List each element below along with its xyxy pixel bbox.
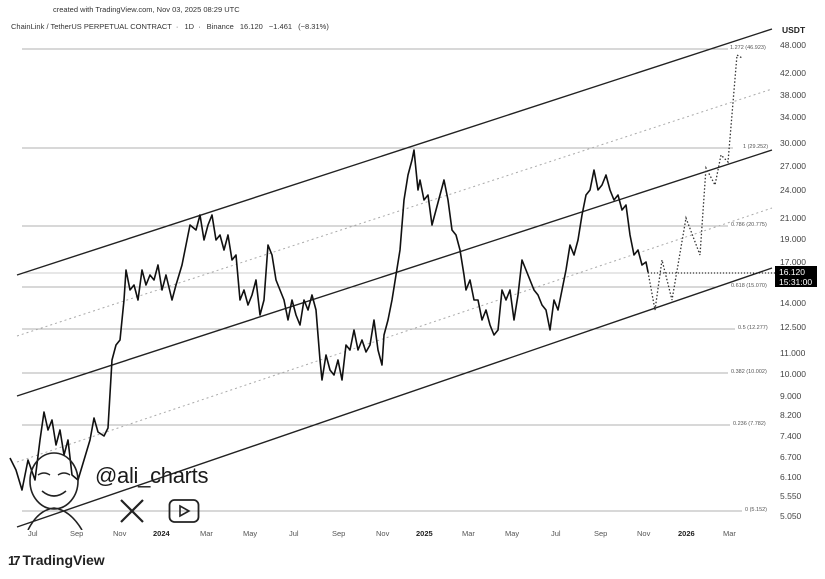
fib-label-05: 0.5 (12.277): [738, 325, 768, 331]
y-tick: 48.000: [780, 40, 806, 50]
y-tick: 34.000: [780, 112, 806, 122]
y-tick: 38.000: [780, 90, 806, 100]
y-tick: 30.000: [780, 138, 806, 148]
fib-label-0: 0 (5.152): [745, 507, 768, 513]
x-tick: 2025: [416, 529, 433, 538]
current-price-tag: 16.120 15:31:00: [775, 266, 817, 287]
y-axis-unit: USDT: [782, 25, 806, 35]
projection-path: [647, 53, 743, 311]
y-tick: 42.000: [780, 68, 806, 78]
x-tick: May: [243, 529, 258, 538]
x-tick: Sep: [70, 529, 84, 538]
last-price: 16.120: [239, 22, 263, 31]
fib-lines: [22, 48, 775, 512]
y-tick: 19.000: [780, 234, 806, 244]
x-tick: Sep: [332, 529, 346, 538]
symbol-name: ChainLink / TetherUS PERPETUAL CONTRACT: [11, 22, 172, 31]
y-tick: 17.000: [780, 257, 806, 267]
y-tick: 9.000: [780, 391, 802, 401]
y-tick: 6.700: [780, 452, 802, 462]
y-tick: 27.000: [780, 161, 806, 171]
youtube-icon[interactable]: [168, 498, 200, 524]
price-change: −1.461: [268, 22, 293, 31]
interval: 1D: [184, 22, 195, 31]
y-tick: 10.000: [780, 369, 806, 379]
x-tick: Mar: [462, 529, 475, 538]
x-tick: Jul: [551, 529, 561, 538]
y-tick: 7.400: [780, 431, 802, 441]
fib-label-0786: 0.786 (20.775): [731, 222, 767, 228]
x-tick: Nov: [376, 529, 390, 538]
x-tick: Sep: [594, 529, 608, 538]
fib-label-1272: 1.272 (46.923): [730, 45, 766, 51]
x-tick: Mar: [200, 529, 213, 538]
y-tick: 5.550: [780, 491, 802, 501]
x-tick: 2024: [153, 529, 170, 538]
exchange: Binance: [206, 22, 234, 31]
x-tick: Nov: [113, 529, 127, 538]
fib-label-0618: 0.618 (15.070): [731, 283, 767, 289]
avatar-caricature-icon: [27, 452, 83, 530]
fib-label-0236: 0.236 (7.782): [733, 421, 766, 427]
y-tick: 8.200: [780, 410, 802, 420]
current-price: 16.120: [779, 267, 805, 277]
y-tick: 14.000: [780, 298, 806, 308]
x-tick: Jul: [28, 529, 38, 538]
x-tick: May: [505, 529, 520, 538]
y-tick: 5.050: [780, 511, 802, 521]
price-change-pct: (−8.31%): [298, 22, 329, 31]
tradingview-logo: 17 TradingView: [8, 552, 105, 568]
chart-credit: created with TradingView.com, Nov 03, 20…: [53, 5, 240, 14]
author-handle: @ali_charts: [95, 463, 209, 488]
x-tick: Mar: [723, 529, 736, 538]
y-tick: 24.000: [780, 185, 806, 195]
x-tick: Jul: [289, 529, 299, 538]
x-tick: Nov: [637, 529, 651, 538]
symbol-legend: ChainLink / TetherUS PERPETUAL CONTRACT ·…: [11, 22, 329, 31]
y-tick: 6.100: [780, 472, 802, 482]
fib-label-0382: 0.382 (10.002): [731, 369, 767, 375]
tradingview-mark-icon: 17: [8, 552, 21, 568]
x-logo-icon[interactable]: [118, 498, 146, 524]
y-tick: 11.000: [780, 348, 806, 358]
channel-lines: [16, 28, 773, 528]
y-tick: 12.500: [780, 322, 806, 332]
bar-countdown: 15:31:00: [779, 277, 813, 287]
x-tick: 2026: [678, 529, 695, 538]
price-line: [9, 149, 649, 491]
channel-quarter-lines: [16, 88, 773, 463]
fib-label-1: 1 (29.252): [743, 144, 769, 150]
y-tick: 21.000: [780, 213, 806, 223]
tradingview-brand: TradingView: [22, 552, 105, 568]
